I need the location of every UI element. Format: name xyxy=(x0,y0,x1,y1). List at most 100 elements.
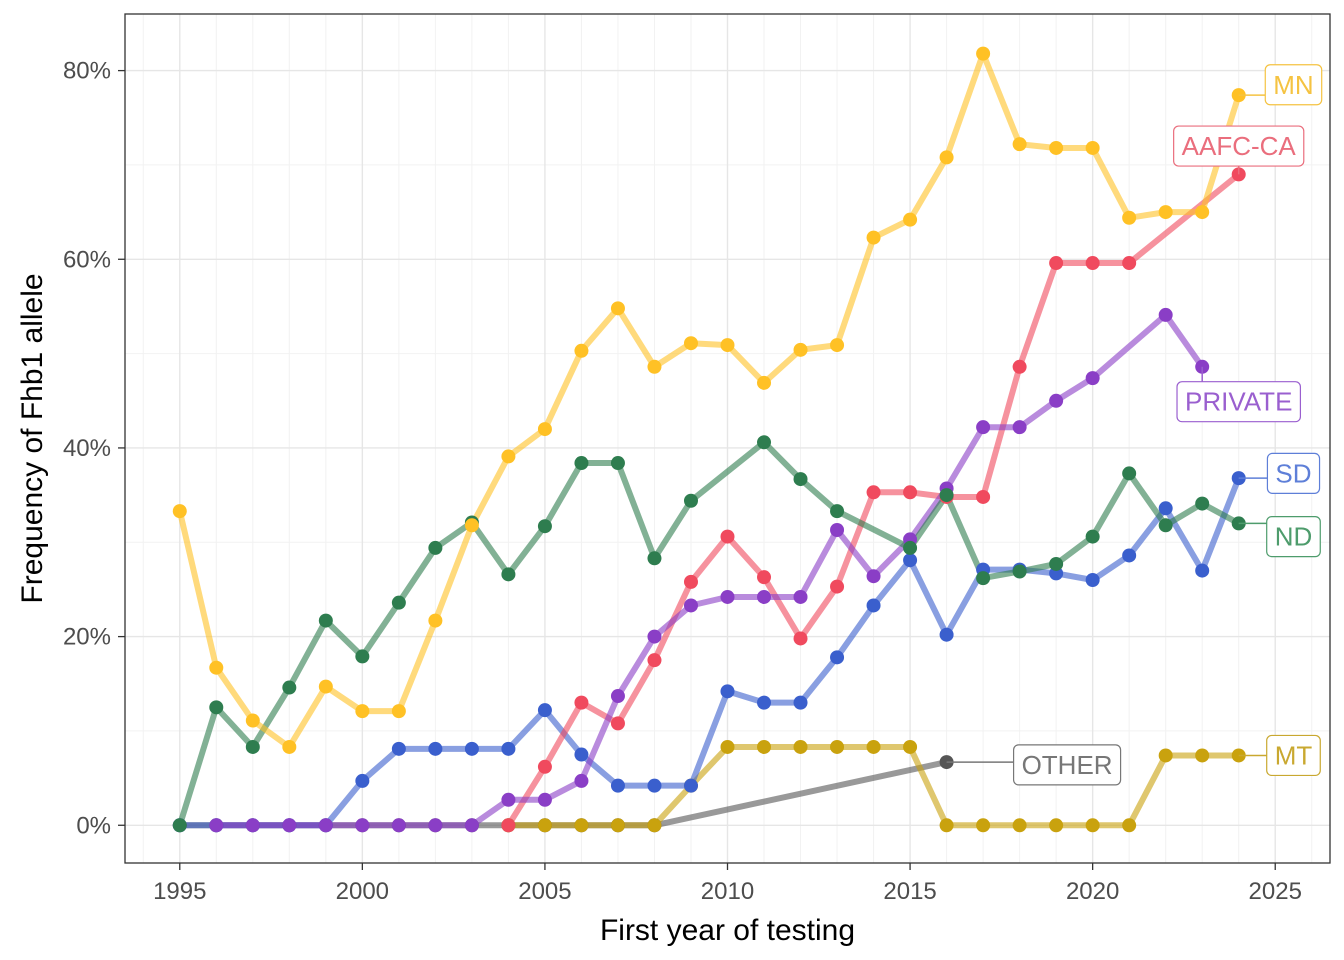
series-label-text: MN xyxy=(1273,70,1313,100)
data-point-mn xyxy=(683,336,698,351)
data-point-mt xyxy=(537,818,552,833)
data-point-private xyxy=(501,792,516,807)
data-point-aafc-ca xyxy=(647,653,662,668)
data-point-mt xyxy=(1049,818,1064,833)
data-point-mt xyxy=(1085,818,1100,833)
data-point-sd xyxy=(903,553,918,568)
data-point-aafc-ca xyxy=(537,759,552,774)
data-point-mn xyxy=(501,449,516,464)
data-point-aafc-ca xyxy=(1122,256,1137,271)
data-point-nd xyxy=(428,540,443,555)
data-point-mn xyxy=(939,150,954,165)
data-point-mn xyxy=(647,359,662,374)
data-point-private xyxy=(245,818,260,833)
data-point-private xyxy=(574,773,589,788)
data-point-mt xyxy=(1158,748,1173,763)
data-point-private xyxy=(1012,420,1027,435)
data-point-sd xyxy=(866,598,881,613)
data-point-mn xyxy=(830,338,845,353)
data-point-private xyxy=(683,598,698,613)
data-point-mt xyxy=(939,818,954,833)
data-point-nd xyxy=(355,649,370,664)
data-point-mn xyxy=(720,338,735,353)
label-box xyxy=(1173,125,1305,167)
data-point-nd xyxy=(830,504,845,519)
data-point-sd xyxy=(1122,548,1137,563)
data-point-private xyxy=(282,818,297,833)
series-labels: MN AAFC-CA PRIVATE SD ND MT OTHER xyxy=(946,64,1323,786)
data-point-private xyxy=(866,569,881,584)
series-line-nd xyxy=(176,439,1242,829)
label-box xyxy=(1266,516,1321,558)
data-point-private xyxy=(793,589,808,604)
data-point-private xyxy=(318,818,333,833)
data-point-private xyxy=(830,523,845,538)
data-point-sd xyxy=(720,684,735,699)
data-point-mt xyxy=(1012,818,1027,833)
data-point-nd xyxy=(209,700,224,715)
data-point-aafc-ca xyxy=(903,485,918,500)
data-point-sd xyxy=(939,627,954,642)
series-label-aafc-ca: AAFC-CA xyxy=(1173,125,1305,175)
y-tick-label: 60% xyxy=(63,246,111,273)
data-point-aafc-ca xyxy=(683,574,698,589)
data-point-private xyxy=(757,589,772,604)
data-point-mt xyxy=(793,739,808,754)
data-point-mt xyxy=(866,739,881,754)
series-points xyxy=(172,46,1246,833)
data-point-aafc-ca xyxy=(1012,359,1027,374)
data-point-nd xyxy=(1085,529,1100,544)
data-point-sd xyxy=(428,741,443,756)
data-point-mn xyxy=(209,660,224,675)
data-point-aafc-ca xyxy=(720,529,735,544)
x-tick-label: 2000 xyxy=(336,878,389,905)
data-point-mn xyxy=(464,518,479,533)
data-point-sd xyxy=(1195,563,1210,578)
data-point-aafc-ca xyxy=(866,485,881,500)
data-point-sd xyxy=(537,703,552,718)
y-tick-label: 40% xyxy=(63,435,111,462)
data-point-nd xyxy=(793,472,808,487)
data-point-nd xyxy=(318,613,333,628)
data-point-mt xyxy=(647,818,662,833)
data-point-nd xyxy=(1049,556,1064,571)
data-point-aafc-ca xyxy=(830,579,845,594)
x-axis-title: First year of testing xyxy=(600,914,855,947)
data-point-mt xyxy=(757,739,772,754)
data-point-private xyxy=(464,818,479,833)
data-point-mt xyxy=(830,739,845,754)
series-label-text: PRIVATE xyxy=(1185,387,1292,417)
data-point-sd xyxy=(793,695,808,710)
data-point-mn xyxy=(391,704,406,719)
data-point-nd xyxy=(903,540,918,555)
data-point-sd xyxy=(355,773,370,788)
y-axis: 0% 20% 40% 60% 80% xyxy=(63,58,125,839)
data-point-private xyxy=(209,818,224,833)
data-point-mn xyxy=(355,704,370,719)
data-point-mt xyxy=(574,818,589,833)
data-point-nd xyxy=(245,739,260,754)
data-point-mn xyxy=(172,504,187,519)
data-point-sd xyxy=(757,695,772,710)
data-point-private xyxy=(355,818,370,833)
label-box xyxy=(1266,734,1321,777)
data-point-mt xyxy=(903,739,918,754)
series-label-sd: SD xyxy=(1238,452,1321,495)
data-point-aafc-ca xyxy=(793,631,808,646)
data-point-mn xyxy=(537,422,552,437)
data-point-aafc-ca xyxy=(574,695,589,710)
x-tick-label: 2020 xyxy=(1066,878,1119,905)
data-point-sd xyxy=(830,650,845,665)
data-point-nd xyxy=(574,456,589,471)
data-point-nd xyxy=(537,519,552,534)
data-point-aafc-ca xyxy=(976,489,991,504)
data-point-mt xyxy=(1195,748,1210,763)
data-point-aafc-ca xyxy=(757,570,772,585)
data-point-private xyxy=(720,589,735,604)
data-point-nd xyxy=(610,456,625,471)
label-box xyxy=(1012,744,1122,786)
data-point-mt xyxy=(610,818,625,833)
series-label-text: MT xyxy=(1275,740,1313,770)
data-point-private xyxy=(647,629,662,644)
y-tick-label: 80% xyxy=(63,58,111,85)
